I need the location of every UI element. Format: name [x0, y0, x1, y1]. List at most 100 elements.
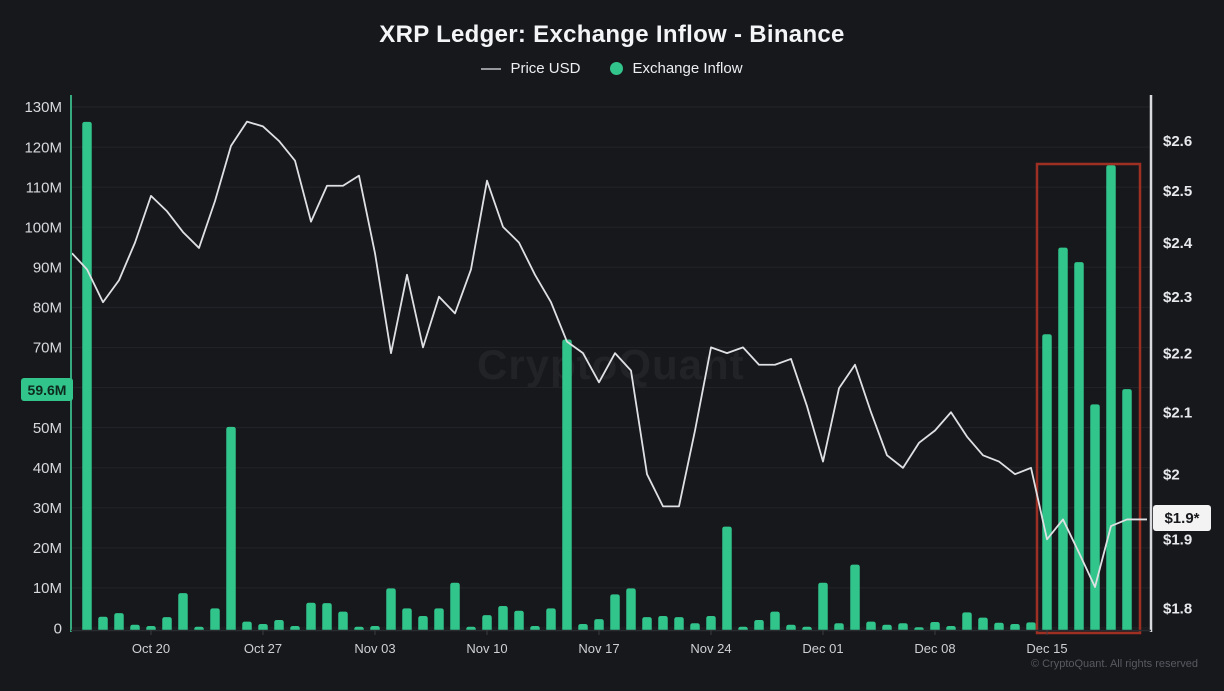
inflow-bar — [658, 615, 668, 630]
inflow-bar — [610, 594, 620, 630]
inflow-bar — [866, 621, 876, 630]
inflow-bar — [146, 625, 156, 630]
inflow-bar — [546, 608, 556, 630]
x-axis-tick-label: Nov 24 — [690, 641, 731, 656]
left-axis-tick-label: 30M — [33, 500, 62, 517]
inflow-bar — [242, 621, 252, 630]
left-axis-tick-label: 40M — [33, 460, 62, 477]
right-axis-tick-label: $2.6 — [1163, 133, 1192, 150]
left-axis-tick-label: 100M — [24, 219, 62, 236]
inflow-bar — [338, 611, 348, 630]
inflow-bar — [834, 623, 844, 630]
copyright-notice: © CryptoQuant. All rights reserved — [1030, 658, 1198, 670]
left-axis-tick-label: 130M — [24, 99, 62, 116]
inflow-bar — [386, 588, 396, 630]
inflow-bar — [1010, 623, 1020, 630]
right-axis-tick-label: $2.3 — [1163, 289, 1192, 306]
inflow-bar — [642, 617, 652, 630]
inflow-bar — [850, 564, 860, 630]
legend-item-price[interactable]: Price USD — [481, 60, 580, 77]
right-axis-tick-label: $1.8 — [1163, 600, 1192, 617]
inflow-bar — [594, 619, 604, 630]
inflow-bar — [930, 621, 940, 630]
legend: Price USD Exchange Inflow — [0, 60, 1224, 77]
inflow-bar — [194, 626, 204, 630]
inflow-bar — [210, 608, 220, 630]
inflow-bar — [498, 605, 508, 630]
current-price-badge: $1.9* — [1153, 505, 1211, 531]
inflow-bar — [786, 624, 796, 630]
right-axis-tick-label: $2.1 — [1163, 404, 1192, 421]
inflow-bar — [322, 603, 332, 630]
inflow-bar — [114, 613, 124, 630]
inflow-bar — [130, 624, 140, 630]
x-axis-tick-label: Nov 17 — [578, 641, 619, 656]
legend-item-inflow[interactable]: Exchange Inflow — [610, 60, 743, 77]
inflow-bar — [738, 626, 748, 630]
left-axis-tick-label: 20M — [33, 540, 62, 557]
inflow-bar — [450, 582, 460, 630]
inflow-bar — [626, 588, 636, 630]
inflow-bar — [1106, 165, 1116, 630]
inflow-bar — [898, 623, 908, 630]
inflow-bar — [674, 617, 684, 630]
inflow-bar — [434, 608, 444, 630]
left-axis-tick-label: 0 — [54, 620, 62, 637]
inflow-bar — [1026, 622, 1036, 630]
x-axis-tick-label: Nov 10 — [466, 641, 507, 656]
inflow-bar — [754, 619, 764, 630]
x-axis-tick-label: Dec 15 — [1026, 641, 1067, 656]
inflow-bar — [162, 617, 172, 630]
highlight-box — [1035, 162, 1142, 635]
cryptoquant-watermark: CryptoQuant — [477, 341, 745, 388]
inflow-bar — [530, 625, 540, 630]
right-axis-tick-label: $1.9 — [1163, 532, 1192, 549]
current-inflow-badge: 59.6M — [21, 378, 73, 401]
inflow-bar — [578, 623, 588, 630]
inflow-bar — [306, 602, 316, 630]
inflow-bar — [290, 625, 300, 630]
right-axis-tick-label: $2.5 — [1163, 183, 1192, 200]
left-axis-tick-label: 90M — [33, 260, 62, 277]
page-title: XRP Ledger: Exchange Inflow - Binance — [379, 21, 845, 48]
inflow-bar — [354, 626, 364, 630]
inflow-bar — [802, 626, 812, 630]
inflow-bar — [258, 623, 268, 630]
inflow-bar — [994, 622, 1004, 630]
x-axis-tick-label: Oct 20 — [132, 641, 170, 656]
inflow-bar — [274, 619, 284, 630]
left-axis-tick-label: 110M — [26, 179, 62, 196]
right-axis-tick-label: $2.4 — [1163, 235, 1193, 252]
inflow-bar — [482, 615, 492, 630]
price-line — [71, 120, 1147, 588]
inflow-bar — [178, 593, 188, 630]
inflow-bar — [978, 617, 988, 630]
x-axis-tick-label: Dec 08 — [914, 641, 955, 656]
inflow-bar — [690, 623, 700, 630]
inflow-bar — [1042, 334, 1052, 630]
inflow-bar — [370, 625, 380, 630]
inflow-bar — [770, 611, 780, 630]
inflow-bar — [946, 625, 956, 630]
left-axis-tick-label: 10M — [33, 580, 62, 597]
inflow-bar — [226, 426, 236, 630]
inflow-bar — [98, 616, 108, 630]
inflow-bar — [418, 615, 428, 630]
x-axis-tick-label: Nov 03 — [354, 641, 395, 656]
inflow-bar — [962, 612, 972, 630]
legend-inflow-label: Exchange Inflow — [632, 60, 743, 77]
inflow-bar — [882, 624, 892, 630]
left-axis-tick-label: 70M — [33, 340, 62, 357]
inflow-bar — [1074, 262, 1084, 630]
inflow-bar — [1122, 389, 1132, 630]
inflow-bar — [82, 121, 92, 631]
inflow-bar — [562, 339, 572, 630]
inflow-bar — [722, 526, 732, 630]
left-axis-tick-label: 80M — [33, 300, 62, 317]
inflow-bar — [466, 626, 476, 630]
inflow-bar — [1058, 247, 1068, 631]
left-axis-tick-label: 50M — [33, 420, 62, 437]
right-axis-tick-label: $2.2 — [1163, 345, 1192, 362]
inflow-bar — [706, 615, 716, 630]
